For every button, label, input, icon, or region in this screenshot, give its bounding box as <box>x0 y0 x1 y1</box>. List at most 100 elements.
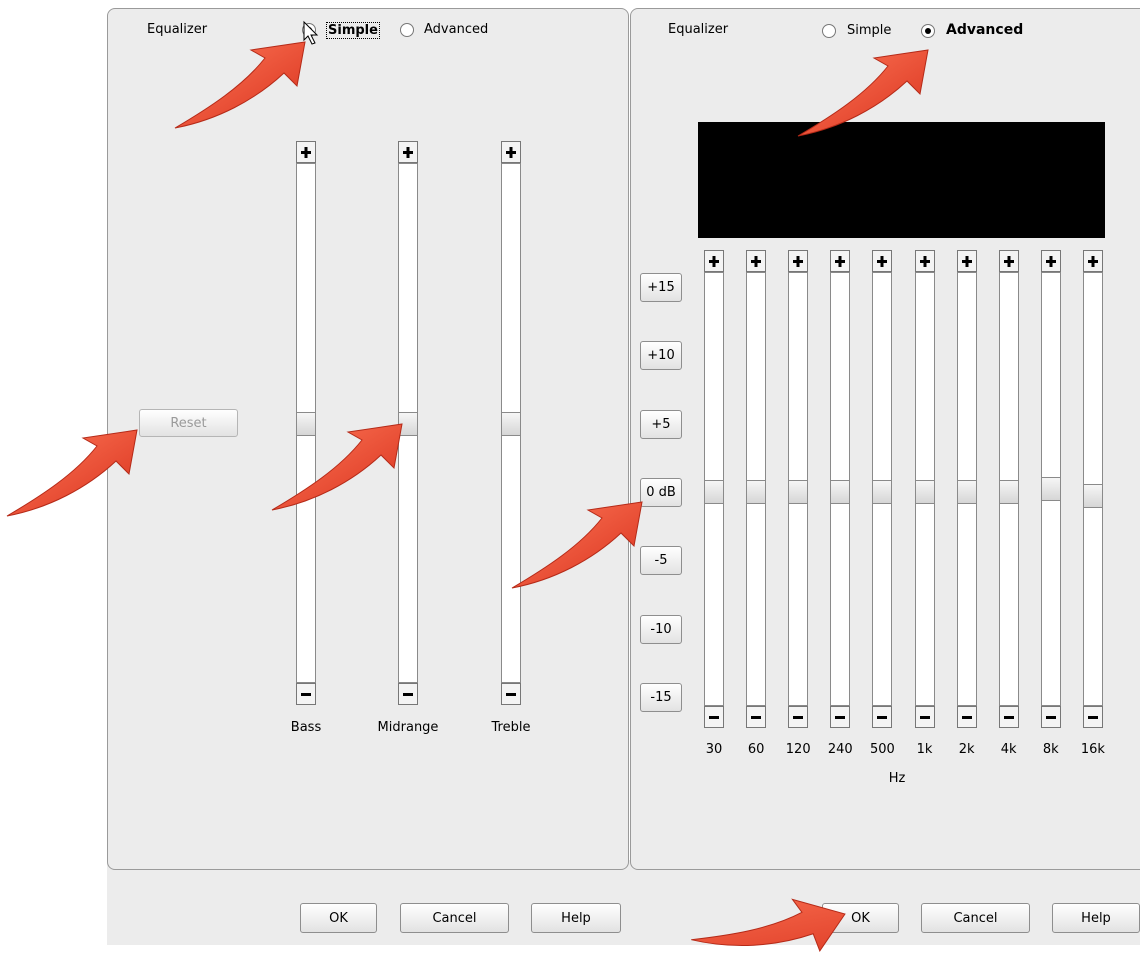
slider-label: Treble <box>491 720 531 735</box>
radio-label[interactable]: Simple <box>847 23 892 38</box>
plus-icon <box>1003 256 1014 267</box>
increase-button[interactable] <box>501 141 521 163</box>
plus-icon <box>709 256 719 267</box>
dialog-button[interactable]: Help <box>1052 903 1140 933</box>
level-button[interactable]: +5 <box>640 409 682 439</box>
slider-thumb[interactable] <box>914 480 935 504</box>
unit-label: Hz <box>888 771 906 786</box>
increase-button[interactable] <box>788 250 809 272</box>
minus-icon <box>506 693 516 696</box>
slider-thumb[interactable] <box>746 480 767 504</box>
slider-thumb[interactable] <box>872 480 893 504</box>
plus-icon <box>793 256 804 267</box>
increase-button[interactable] <box>1040 250 1061 272</box>
slider-thumb[interactable] <box>501 412 521 436</box>
dialog-button[interactable]: Cancel <box>921 903 1030 933</box>
slider-thumb[interactable] <box>704 480 724 504</box>
band-label: 120 <box>785 742 811 757</box>
decrease-button[interactable] <box>788 706 809 728</box>
minus-icon <box>835 716 846 719</box>
level-button[interactable]: -5 <box>640 546 682 576</box>
plus-icon <box>835 256 846 267</box>
increase-button[interactable] <box>914 250 935 272</box>
decrease-button[interactable] <box>872 706 893 728</box>
level-button[interactable]: 0 dB <box>640 477 682 507</box>
plus-icon <box>403 147 413 158</box>
level-button[interactable]: -15 <box>640 682 682 712</box>
plus-icon <box>961 256 972 267</box>
decrease-button[interactable] <box>830 706 851 728</box>
slider-thumb[interactable] <box>1082 484 1103 508</box>
slider-label: Midrange <box>377 720 439 735</box>
plus-icon <box>1087 256 1098 267</box>
level-button[interactable]: +10 <box>640 341 682 371</box>
increase-button[interactable] <box>830 250 851 272</box>
plus-icon <box>301 147 311 158</box>
decrease-button[interactable] <box>1082 706 1103 728</box>
radio-label[interactable]: Advanced <box>424 22 489 37</box>
panel-title: Equalizer <box>147 22 208 37</box>
minus-icon <box>301 693 311 696</box>
band-label: 30 <box>705 742 723 757</box>
minus-icon <box>1003 716 1014 719</box>
radio-label[interactable]: Simple <box>326 22 380 39</box>
minus-icon <box>1087 716 1098 719</box>
radio-button[interactable] <box>822 24 836 38</box>
decrease-button[interactable] <box>746 706 767 728</box>
minus-icon <box>793 716 804 719</box>
slider-thumb[interactable] <box>998 480 1019 504</box>
slider-thumb[interactable] <box>830 480 851 504</box>
band-label: 2k <box>958 742 975 757</box>
band-label: 8k <box>1042 742 1059 757</box>
decrease-button[interactable] <box>914 706 935 728</box>
band-label: 4k <box>1000 742 1017 757</box>
dialog-button[interactable]: Cancel <box>400 903 509 933</box>
decrease-button[interactable] <box>398 683 418 705</box>
plus-icon <box>877 256 888 267</box>
increase-button[interactable] <box>998 250 1019 272</box>
reset-button[interactable]: Reset <box>139 409 238 437</box>
minus-icon <box>403 693 413 696</box>
slider-thumb[interactable] <box>956 480 977 504</box>
increase-button[interactable] <box>1082 250 1103 272</box>
radio-label[interactable]: Advanced <box>946 22 1024 38</box>
decrease-button[interactable] <box>704 706 724 728</box>
left-panel <box>107 8 629 870</box>
increase-button[interactable] <box>296 141 316 163</box>
decrease-button[interactable] <box>296 683 316 705</box>
minus-icon <box>1045 716 1056 719</box>
increase-button[interactable] <box>746 250 767 272</box>
decrease-button[interactable] <box>1040 706 1061 728</box>
level-button[interactable]: -10 <box>640 614 682 644</box>
level-button[interactable]: +15 <box>640 273 682 302</box>
band-label: 500 <box>869 742 895 757</box>
decrease-button[interactable] <box>998 706 1019 728</box>
minus-icon <box>877 716 888 719</box>
increase-button[interactable] <box>956 250 977 272</box>
slider-label: Bass <box>290 720 322 735</box>
dialog-button[interactable]: Help <box>531 903 621 933</box>
dialog-button[interactable]: OK <box>822 903 899 933</box>
slider-thumb[interactable] <box>398 412 418 436</box>
radio-button[interactable] <box>921 24 935 38</box>
slider-thumb[interactable] <box>1040 477 1061 501</box>
panel-title: Equalizer <box>668 22 729 37</box>
band-label: 16k <box>1080 742 1105 757</box>
minus-icon <box>751 716 762 719</box>
radio-button[interactable] <box>400 23 414 37</box>
decrease-button[interactable] <box>501 683 521 705</box>
spectrum-display <box>698 122 1105 238</box>
minus-icon <box>961 716 972 719</box>
increase-button[interactable] <box>398 141 418 163</box>
plus-icon <box>1045 256 1056 267</box>
increase-button[interactable] <box>872 250 893 272</box>
radio-button[interactable] <box>302 23 316 37</box>
slider-thumb[interactable] <box>788 480 809 504</box>
increase-button[interactable] <box>704 250 724 272</box>
dialog-button[interactable]: OK <box>300 903 377 933</box>
decrease-button[interactable] <box>956 706 977 728</box>
slider-thumb[interactable] <box>296 412 316 436</box>
band-label: 240 <box>827 742 853 757</box>
band-label: 60 <box>747 742 765 757</box>
